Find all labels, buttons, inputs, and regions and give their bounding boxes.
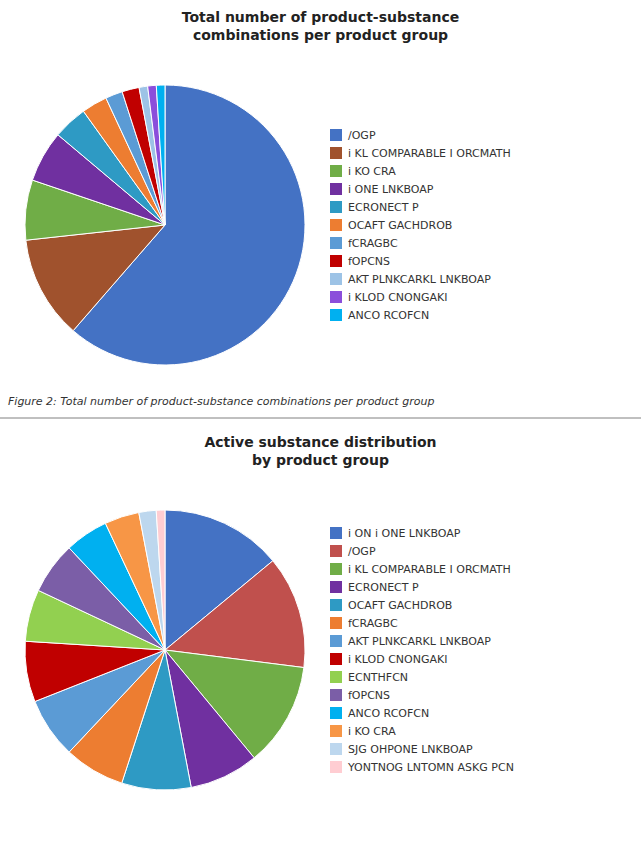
- legend-swatch: [330, 309, 342, 321]
- legend-swatch: [330, 165, 342, 177]
- legend-label: OCAFT GACHDROB: [348, 219, 452, 232]
- legend-label: i KLOD CNONGAKI: [348, 653, 447, 666]
- legend-label: fCRAGBC: [348, 237, 398, 250]
- legend-label: ECNTHFCN: [348, 671, 408, 684]
- legend-label: fOPCNS: [348, 689, 390, 702]
- legend-swatch: [330, 219, 342, 231]
- legend-swatch: [330, 237, 342, 249]
- pie-slice: [156, 85, 165, 225]
- pie-slice: [139, 510, 165, 650]
- legend-label: /OGP: [348, 129, 376, 142]
- legend-swatch: [330, 147, 342, 159]
- legend-swatch: [330, 255, 342, 267]
- legend-swatch: [330, 581, 342, 593]
- legend-swatch: [330, 273, 342, 285]
- pie-slice: [26, 225, 165, 331]
- legend-swatch: [330, 599, 342, 611]
- pie-slice: [25, 641, 165, 701]
- legend-label: ECRONECT P: [348, 201, 419, 214]
- legend-label: YONTNOG LNTOMN ASKG PCN: [347, 761, 514, 774]
- legend-swatch: [330, 671, 342, 683]
- legend-swatch: [330, 129, 342, 141]
- legend-label: i KO CRA: [348, 725, 396, 738]
- legend-swatch: [330, 563, 342, 575]
- legend-label: AKT PLNKCARKL LNKBOAP: [348, 273, 491, 286]
- legend-label: i KL COMPARABLE I ORCMATH: [348, 563, 511, 576]
- chart: Total number of product-substancecombina…: [0, 9, 641, 418]
- legend: i ON i ONE LNKBOAP/OGP i KL COMPARABLE I …: [330, 527, 514, 774]
- legend-label: ECRONECT P: [348, 581, 419, 594]
- chart-title: Total number of product-substancecombina…: [182, 9, 459, 43]
- pie-slice: [156, 510, 165, 650]
- pie: [25, 510, 305, 790]
- legend-label: fCRAGBC: [348, 617, 398, 630]
- legend-label: AKT PLNKCARKL LNKBOAP: [348, 635, 491, 648]
- pie-slice: [148, 85, 165, 225]
- legend-swatch: [330, 761, 342, 773]
- legend-label: i ON i ONE LNKBOAP: [348, 527, 461, 540]
- pie-slice: [165, 561, 305, 668]
- legend-swatch: [330, 725, 342, 737]
- legend-swatch: [330, 689, 342, 701]
- legend-label: OCAFT GACHDROB: [348, 599, 452, 612]
- legend-swatch: [330, 201, 342, 213]
- legend-swatch: [330, 527, 342, 539]
- pie: [25, 85, 305, 365]
- separator: [0, 418, 641, 419]
- legend: /OGP i KL COMPARABLE I ORCMATH i KO CRA i O…: [330, 129, 511, 322]
- legend-label: fOPCNS: [348, 255, 390, 268]
- legend-swatch: [330, 291, 342, 303]
- chart-title: Active substance distributionby product …: [204, 434, 436, 468]
- legend-swatch: [330, 707, 342, 719]
- legend-swatch: [330, 617, 342, 629]
- legend-label: ANCO RCOFCN: [348, 707, 429, 720]
- legend-label: SJG OHPONE LNKBOAP: [348, 743, 473, 756]
- legend-swatch: [330, 545, 342, 557]
- legend-swatch: [330, 635, 342, 647]
- caption: Figure 2: Total number of product-substa…: [8, 395, 434, 408]
- legend-label: i KLOD CNONGAKI: [348, 291, 447, 304]
- legend-swatch: [330, 743, 342, 755]
- legend-swatch: [330, 183, 342, 195]
- legend-label: i ONE LNKBOAP: [348, 183, 434, 196]
- legend-label: i KO CRA: [348, 165, 396, 178]
- figure: Total number of product-substancecombina…: [0, 0, 641, 861]
- legend-swatch: [330, 653, 342, 665]
- legend-label: ANCO RCOFCN: [348, 309, 429, 322]
- legend-label: /OGP: [348, 545, 376, 558]
- chart: Active substance distributionby product …: [25, 434, 514, 790]
- legend-label: i KL COMPARABLE I ORCMATH: [348, 147, 511, 160]
